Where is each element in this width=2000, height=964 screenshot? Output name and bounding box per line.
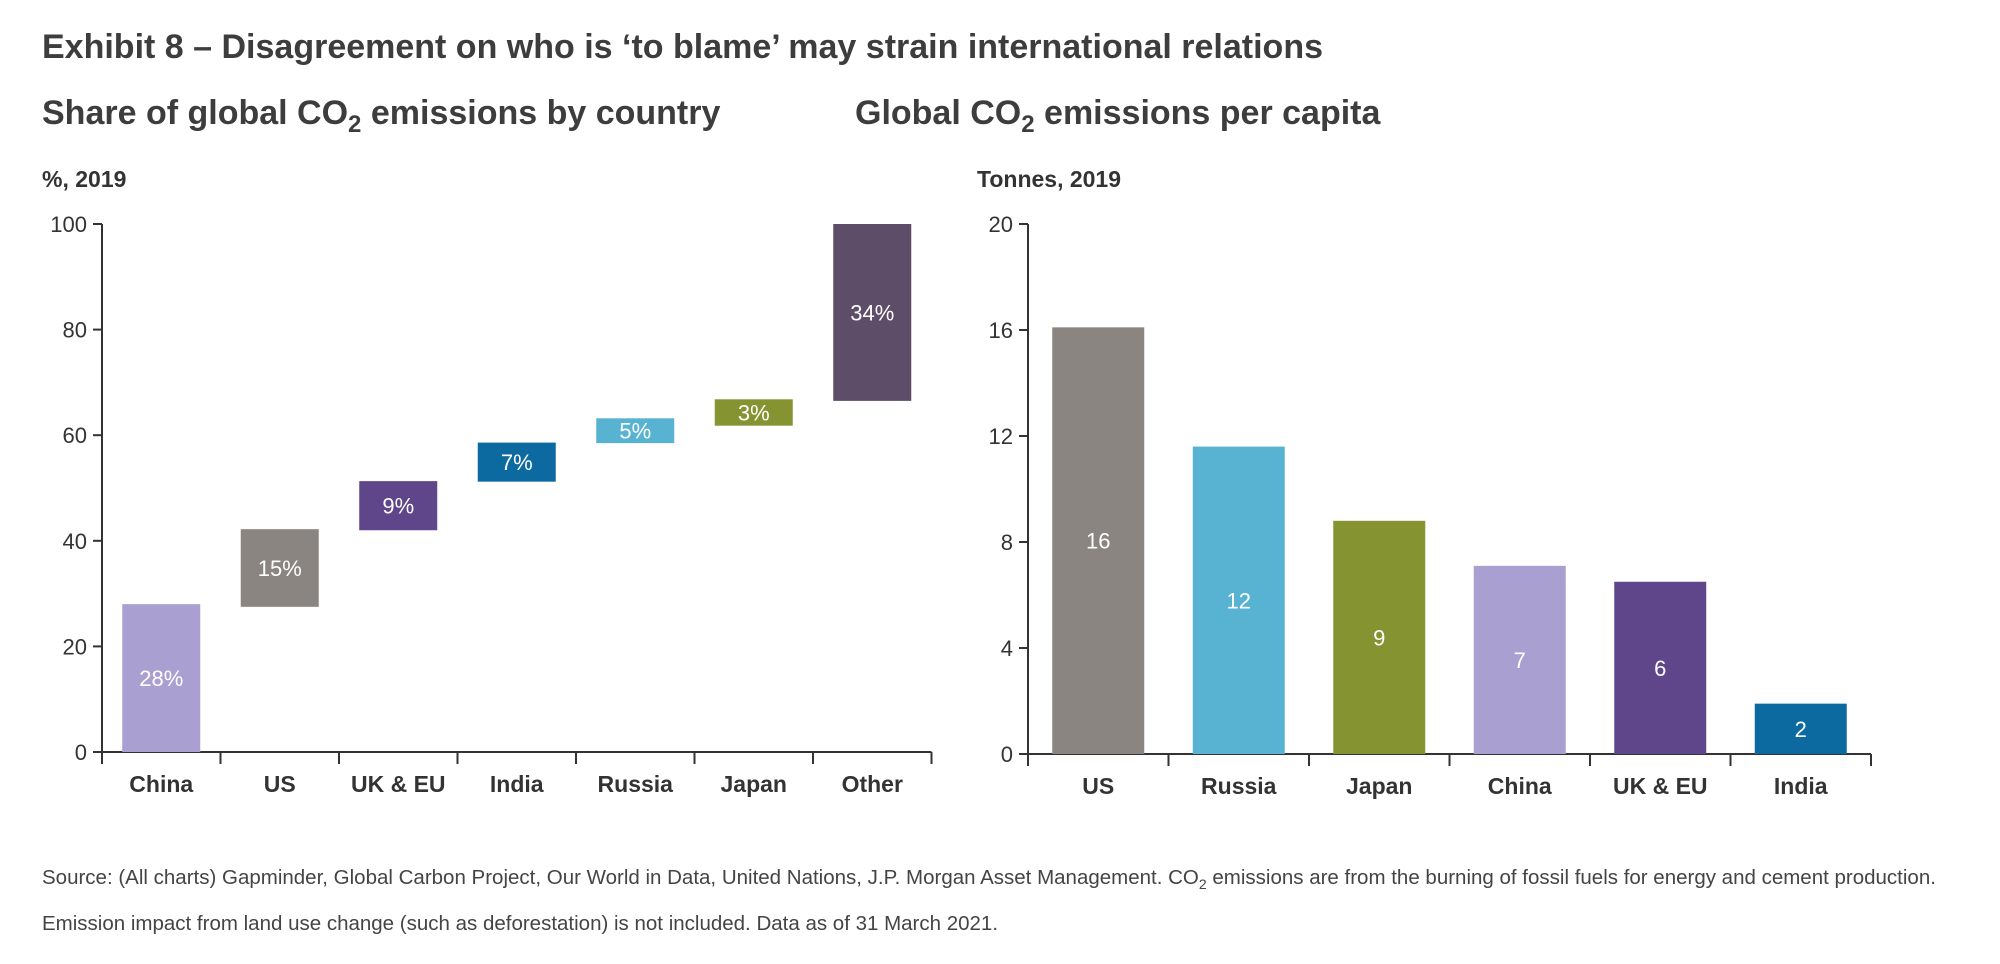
share-bar	[596, 418, 675, 444]
share-bar	[359, 481, 438, 531]
share-y-tick-label: 100	[50, 212, 87, 237]
share-category-label: Russia	[598, 771, 674, 797]
percap-y-tick-label: 0	[1001, 742, 1013, 767]
percap-y-tick-label: 12	[989, 424, 1013, 449]
share-y-tick-label: 80	[63, 318, 87, 343]
share-bar	[122, 604, 201, 752]
source-line-2: Emission impact from land use change (su…	[42, 912, 999, 936]
percap-data-label: 12	[1227, 588, 1251, 613]
per-capita-bar-chart: 0 4 8 12 16 20 16 US 12 Russia 9 Japan 7 China 6 UK & E…	[989, 212, 1872, 799]
percap-category-label: Japan	[1346, 773, 1412, 799]
share-category-label: US	[264, 771, 296, 797]
source-line-1-prefix: Source: (All charts) Gapminder, Global C…	[42, 866, 1199, 889]
share-category-label: UK & EU	[351, 771, 446, 797]
source-line-1-suffix: emissions are from the burning of fossil…	[1206, 866, 1936, 889]
share-bar	[833, 224, 912, 401]
share-y-tick-label: 60	[63, 423, 87, 448]
chart1-title-prefix: Share of global CO	[42, 94, 349, 132]
chart1-title-sub: 2	[348, 111, 362, 138]
percap-bar	[1192, 446, 1285, 754]
source-note: Source: (All charts) Gapminder, Global C…	[42, 858, 1992, 944]
share-bar	[477, 442, 556, 482]
chart2-title: Global CO2 emissions per capita	[855, 94, 1380, 139]
share-y-tick-label: 0	[75, 740, 87, 765]
percap-y-tick-label: 20	[989, 212, 1013, 237]
percap-bar	[1333, 520, 1426, 754]
chart1-title-suffix: emissions by country	[361, 94, 721, 132]
percap-category-label: US	[1082, 773, 1114, 799]
share-data-label: 9%	[382, 494, 414, 519]
percap-data-label: 9	[1373, 625, 1385, 650]
percap-data-label: 7	[1514, 648, 1526, 673]
chart2-title-prefix: Global CO	[855, 94, 1022, 132]
share-category-label: Japan	[721, 771, 787, 797]
source-line-1: Source: (All charts) Gapminder, Global C…	[42, 858, 1992, 904]
percap-bar	[1754, 703, 1847, 754]
share-data-label: 15%	[258, 556, 302, 581]
percap-bar	[1614, 581, 1707, 754]
percap-data-label: 16	[1086, 529, 1110, 554]
share-category-label: China	[129, 771, 193, 797]
percap-data-label: 2	[1795, 717, 1807, 742]
share-bar	[240, 529, 319, 607]
percap-category-label: UK & EU	[1613, 773, 1708, 799]
chart2-title-suffix: emissions per capita	[1034, 94, 1381, 132]
share-data-label: 7%	[501, 450, 533, 475]
percap-category-label: Russia	[1201, 773, 1277, 799]
share-data-label: 28%	[139, 666, 183, 691]
percap-data-label: 6	[1654, 656, 1666, 681]
percap-y-tick-label: 8	[1001, 530, 1013, 555]
share-category-label: Other	[842, 771, 903, 797]
chart2-unit-label: Tonnes, 2019	[977, 166, 1122, 192]
chart2-title-sub: 2	[1021, 111, 1035, 138]
share-y-tick-label: 40	[63, 529, 87, 554]
percap-category-label: China	[1488, 773, 1552, 799]
exhibit-title: Exhibit 8 – Disagreement on who is ‘to b…	[42, 28, 1323, 66]
share-data-label: 5%	[619, 419, 651, 444]
percap-bar	[1052, 327, 1145, 754]
chart1-unit-label: %, 2019	[42, 166, 127, 192]
percap-bar	[1473, 565, 1566, 754]
share-data-label: 3%	[738, 400, 770, 425]
share-data-label: 34%	[850, 300, 894, 325]
percap-category-label: India	[1774, 773, 1828, 799]
share-category-label: India	[490, 771, 544, 797]
share-waterfall-chart: 0 20 40 60 80 100 28% China 15% US 9% UK & EU 7% Indi…	[50, 212, 933, 797]
source-line-1-sub: 2	[1198, 876, 1207, 893]
share-y-tick-label: 20	[63, 634, 87, 659]
percap-y-tick-label: 16	[989, 318, 1013, 343]
percap-y-tick-label: 4	[1001, 636, 1013, 661]
chart1-title: Share of global CO2 emissions by country	[42, 94, 720, 139]
share-bar	[714, 399, 793, 426]
